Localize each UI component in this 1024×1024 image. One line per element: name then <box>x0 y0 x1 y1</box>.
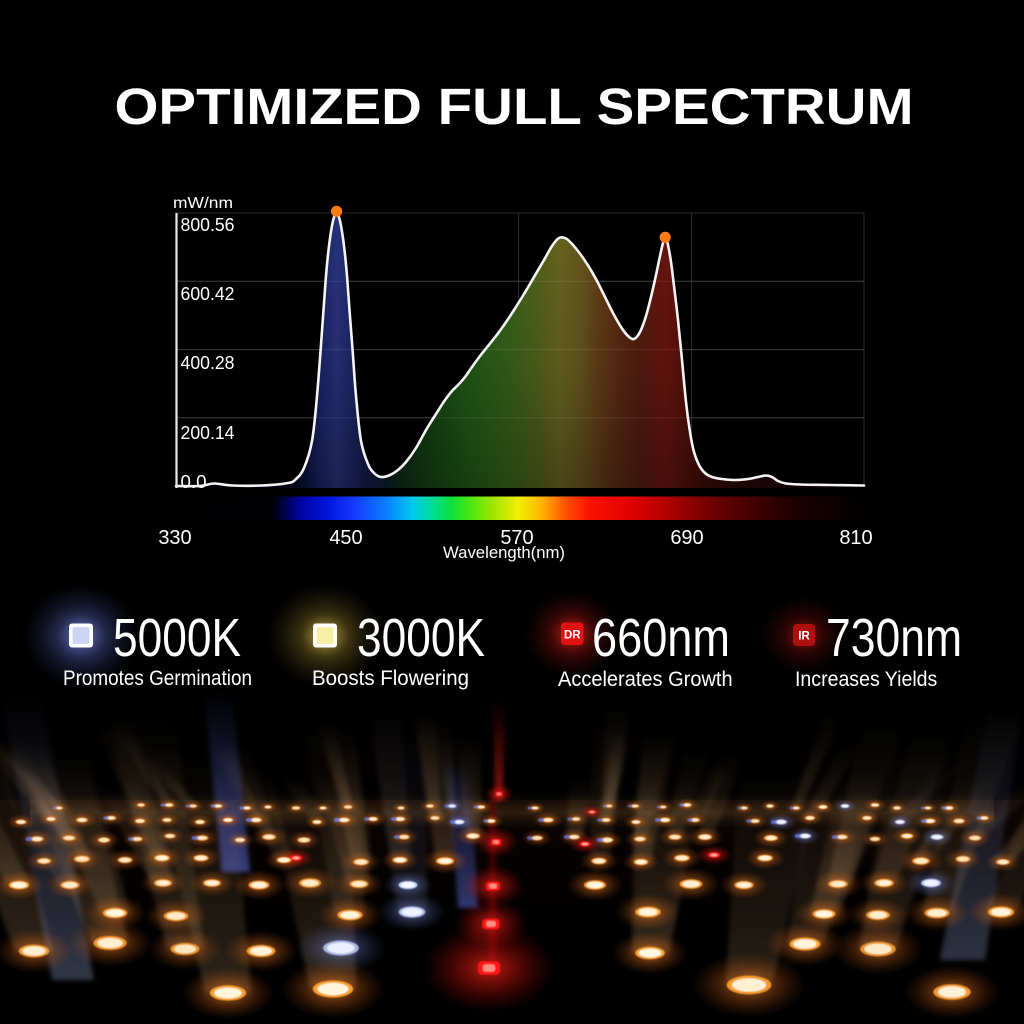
svg-text:mW/nm: mW/nm <box>173 195 233 212</box>
svg-text:730nm: 730nm <box>826 609 962 668</box>
svg-text:450: 450 <box>329 527 362 549</box>
svg-text:3000K: 3000K <box>357 609 485 668</box>
svg-text:0.0: 0.0 <box>181 471 207 492</box>
svg-text:810: 810 <box>839 527 872 549</box>
svg-text:Promotes Germination: Promotes Germination <box>63 667 252 690</box>
svg-text:Accelerates Growth: Accelerates Growth <box>558 668 733 691</box>
svg-text:600.42: 600.42 <box>181 283 235 304</box>
svg-text:Increases Yields: Increases Yields <box>795 668 937 691</box>
svg-text:Wavelength(nm): Wavelength(nm) <box>443 544 565 562</box>
svg-text:Boosts Flowering: Boosts Flowering <box>312 667 469 690</box>
svg-text:OPTIMIZED FULL SPECTRUM: OPTIMIZED FULL SPECTRUM <box>115 78 914 135</box>
svg-text:IR: IR <box>798 631 810 643</box>
svg-text:5000K: 5000K <box>113 609 241 668</box>
svg-text:330: 330 <box>158 527 191 549</box>
svg-text:570: 570 <box>500 527 533 549</box>
svg-text:800.56: 800.56 <box>181 214 235 235</box>
svg-text:400.28: 400.28 <box>181 352 235 373</box>
svg-text:660nm: 660nm <box>592 609 730 668</box>
svg-text:DR: DR <box>564 630 581 642</box>
svg-text:690: 690 <box>670 527 703 549</box>
svg-text:200.14: 200.14 <box>181 422 235 443</box>
